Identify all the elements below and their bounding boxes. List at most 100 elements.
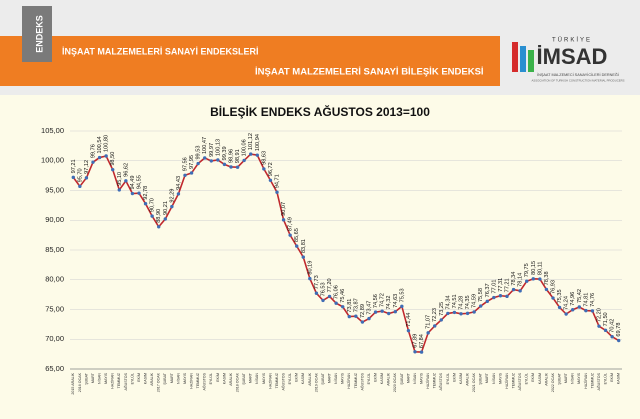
value-label: 74,96	[570, 292, 576, 306]
value-label: 83,81	[301, 239, 307, 253]
x-tick-label: MAYIS	[420, 372, 424, 384]
point	[137, 191, 141, 195]
x-tick-label: ARALIK	[544, 372, 548, 385]
x-tick-label: MART	[91, 372, 95, 383]
value-label: 74,59	[472, 294, 478, 308]
chart-title: BİLEŞİK ENDEKS AĞUSTOS 2013=100	[210, 104, 430, 119]
x-tick-label: KASIM	[459, 373, 463, 384]
value-label: 100,06	[242, 139, 248, 156]
point	[275, 190, 279, 194]
value-label: 97,56	[182, 157, 188, 171]
value-label: 71,07	[426, 315, 432, 329]
brand-mark	[528, 50, 534, 72]
point	[465, 311, 470, 316]
point	[262, 167, 266, 171]
value-label: 75,53	[399, 288, 405, 302]
point	[189, 171, 194, 175]
value-label: 98,96	[228, 149, 234, 163]
point	[597, 324, 601, 328]
point	[124, 179, 128, 183]
value-label: 100,54	[97, 136, 103, 153]
x-tick-label: KASIM	[617, 373, 621, 384]
point	[505, 294, 509, 299]
point	[301, 255, 305, 259]
point	[479, 304, 483, 308]
value-label: 70,42	[610, 319, 616, 333]
x-tick-label: TEMMUZ	[512, 372, 516, 388]
value-label: 98,91	[235, 149, 241, 163]
x-tick-label: NİSAN	[175, 373, 180, 384]
value-label: 69,78	[616, 323, 622, 337]
point	[104, 154, 108, 158]
x-tick-label: MAYIS	[262, 372, 266, 384]
x-tick-label: MAYIS	[183, 372, 187, 384]
point	[551, 296, 555, 300]
x-tick-label: ŞUBAT	[84, 372, 88, 385]
x-tick-label: AĞUSTOS	[517, 372, 522, 390]
value-label: 71,50	[603, 312, 609, 326]
x-tick-label: ŞUBAT	[242, 372, 246, 385]
value-label: 73,81	[347, 299, 353, 313]
x-tick-label: KASIM	[538, 373, 542, 384]
x-tick-label: AĞUSTOS	[438, 372, 443, 390]
y-tick-label: 75,00	[45, 304, 64, 313]
value-label: 94,71	[274, 174, 280, 188]
value-label: 80,11	[537, 262, 543, 276]
value-label: 90,21	[163, 201, 169, 215]
x-tick-label: 2021 OCAK	[472, 372, 476, 392]
point	[538, 277, 542, 281]
value-label: 73,87	[353, 298, 359, 312]
point	[360, 320, 365, 324]
point	[584, 308, 588, 313]
point	[459, 312, 463, 316]
point	[308, 276, 312, 281]
value-label: 80,19	[307, 261, 313, 275]
value-label: 87,49	[288, 217, 294, 231]
value-label: 75,35	[557, 289, 563, 303]
point	[373, 310, 378, 314]
x-tick-label: EYLÜL	[130, 373, 134, 384]
point	[347, 314, 351, 319]
y-tick-label: 65,00	[45, 364, 64, 373]
x-tick-label: AĞUSTOS	[281, 372, 286, 390]
value-label: 96,62	[123, 163, 129, 177]
value-label: 76,37	[485, 283, 491, 297]
value-label: 98,50	[110, 152, 116, 166]
point	[327, 294, 332, 299]
value-label: 99,39	[222, 146, 228, 160]
brand-mark	[512, 42, 518, 72]
value-label: 90,70	[150, 198, 156, 212]
point	[196, 161, 200, 166]
value-label: 97,12	[84, 160, 90, 174]
x-tick-label: ARALIK	[150, 372, 154, 385]
x-tick-label: ŞUBAT	[400, 372, 404, 385]
point	[341, 305, 345, 309]
x-tick-label: KASIM	[301, 373, 305, 384]
point	[571, 308, 575, 312]
value-label: 100,13	[215, 139, 221, 156]
value-label: 72,89	[360, 304, 366, 318]
point	[150, 214, 154, 218]
point	[170, 204, 174, 209]
value-label: 74,34	[445, 295, 451, 309]
logo-box	[22, 6, 52, 62]
point	[406, 328, 411, 333]
header-band	[0, 36, 500, 86]
brand-mark	[520, 46, 526, 72]
x-tick-label: EKİM	[451, 373, 456, 382]
x-tick-label: EYLÜL	[209, 373, 213, 384]
value-label: 75,46	[340, 289, 346, 303]
value-label: 78,34	[511, 272, 517, 286]
value-label: 92,78	[143, 186, 149, 200]
brand-line: ASSOCIATION OF TURKISH CONSTRUCTION MATE…	[532, 79, 625, 83]
x-tick-label: NİSAN	[254, 373, 259, 384]
x-tick-label: ARALIK	[466, 372, 470, 385]
point	[314, 291, 319, 295]
value-label: 76,06	[334, 285, 340, 299]
x-tick-label: EYLÜL	[446, 373, 450, 384]
value-label: 76,53	[320, 282, 326, 296]
value-label: 75,42	[577, 289, 583, 303]
value-label: 80,15	[531, 261, 537, 275]
point	[163, 217, 167, 221]
